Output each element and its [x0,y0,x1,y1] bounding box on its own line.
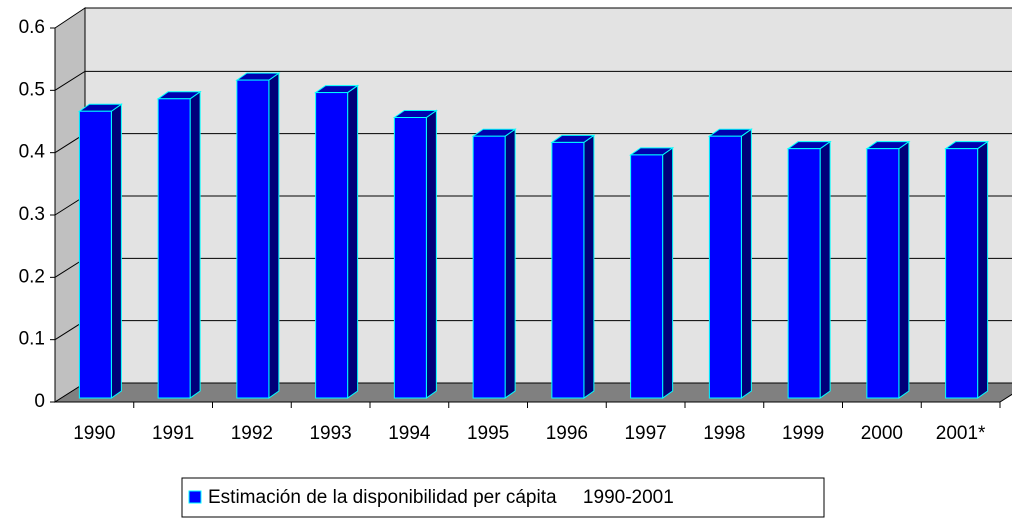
bar [787,148,821,399]
grid-line [54,70,1012,91]
legend-label: Estimación de la disponibilidad per cápi… [208,487,674,508]
x-tick-label: 1998 [703,423,745,444]
x-tick-label: 1996 [546,423,588,444]
bar [315,92,349,399]
bar [630,154,664,399]
y-tick-label: 0.2 [19,266,45,287]
bar [78,110,112,399]
bar [551,141,585,399]
y-tick-label: 0.1 [19,329,45,350]
bar-side [740,128,752,399]
bar-side [819,140,831,399]
bar-side [189,90,201,399]
y-tick-label: 0.4 [19,142,46,163]
bar-side [347,84,359,399]
x-tick-label: 1997 [624,423,666,444]
x-tick-label: 1993 [309,423,351,444]
x-tick-label: 2001* [936,423,986,444]
bar [472,135,506,399]
bar [157,98,191,399]
y-tick-label: 0.6 [19,17,45,38]
y-tick-label: 0.3 [19,204,45,225]
bar-side [268,72,280,399]
y-tick-label: 0 [34,391,45,412]
legend-swatch [188,490,202,504]
bar [945,148,979,399]
bar-side [425,109,437,399]
bar [708,135,742,399]
x-tick-label: 1991 [152,423,194,444]
bar-side [583,134,595,399]
x-tick-label: 2000 [861,423,903,444]
y-tick-label: 0.5 [19,79,45,100]
bar-side [898,140,910,399]
x-tick-label: 1992 [231,423,273,444]
bar-side [977,140,989,399]
x-tick-label: 1999 [782,423,824,444]
bar [236,79,270,399]
x-tick-label: 1995 [467,423,509,444]
bar [866,148,900,399]
legend [181,477,825,518]
bars [77,72,990,399]
bar-side [110,103,122,399]
bar-side [504,128,516,399]
bar-side [662,146,674,399]
bar [393,117,427,399]
x-tick-label: 1994 [388,423,431,444]
x-tick-label: 1990 [73,423,115,444]
